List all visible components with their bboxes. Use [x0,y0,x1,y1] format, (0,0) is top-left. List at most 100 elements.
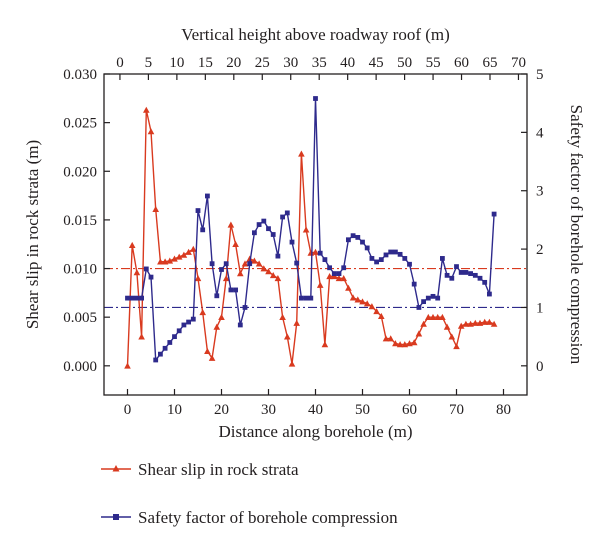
data-point [321,341,329,348]
data-point [167,340,173,345]
data-point [448,333,456,340]
data-point [486,318,493,325]
data-point [219,267,224,272]
top-tick-label: 15 [198,55,213,71]
data-point [468,271,473,277]
data-point [256,222,262,227]
data-point [246,255,253,262]
data-point [270,232,276,237]
data-point [326,273,333,280]
data-point [462,320,470,327]
data-point [223,261,229,267]
right-tick-label: 5 [536,67,544,83]
data-point [407,261,412,267]
data-point [443,323,451,330]
data-point [350,233,356,239]
data-point [199,309,206,316]
data-point [200,227,206,233]
right-axis-title: Safety factor of borehole compression [567,105,586,365]
data-point [369,256,375,261]
left-tick-label: 0.005 [63,310,97,326]
data-point [354,296,362,303]
data-point [190,316,196,322]
data-point [208,354,216,361]
data-point [293,319,300,326]
right-tick-label: 4 [536,125,544,141]
data-point [228,287,234,293]
legend-item-shear-slip: Shear slip in rock strata [100,458,420,506]
data-point [368,303,376,310]
data-point [430,293,436,299]
data-point [396,341,404,348]
data-point [175,253,183,260]
data-point [139,295,144,301]
top-tick-label: 35 [312,55,327,71]
x-tick-label: 70 [449,402,464,418]
data-point [214,293,220,299]
data-point [482,279,488,285]
data-point [453,343,460,350]
right-tick-label: 1 [536,300,544,316]
left-tick-label: 0.010 [63,262,97,278]
legend-swatch-shear-slip [101,465,131,472]
data-point [313,96,318,101]
data-point [420,320,427,327]
data-point [472,272,478,278]
x-tick-label: 0 [124,402,132,418]
top-tick-label: 50 [397,55,412,71]
data-point [275,253,281,259]
left-tick-label: 0.020 [63,164,97,180]
top-tick-label: 55 [426,55,441,71]
data-point [444,272,450,278]
data-point [322,257,328,262]
top-tick-label: 30 [283,55,298,71]
data-point [383,252,389,258]
data-point [440,256,445,261]
data-point [364,245,370,251]
data-point [425,313,432,320]
data-point [481,318,488,325]
data-point [327,265,332,271]
axes-layer: 0 10 20 30 40 50 60 70 800 5 10 15 20 25 30 35 40 45 50 55 6… [63,55,544,418]
data-point [190,245,197,252]
data-point [152,205,159,213]
top-axis-title: Vertical height above roadway roof (m) [181,25,450,44]
data-point [349,294,357,301]
top-tick-label: 40 [340,55,355,71]
data-point [303,295,309,301]
data-point [148,274,154,280]
data-point [463,270,469,275]
data-point [336,271,342,277]
data-point [402,256,408,261]
data-point [128,241,136,249]
data-point [266,226,271,232]
data-point [284,333,291,340]
x-tick-label: 10 [167,402,182,418]
top-tick-label: 65 [482,55,497,71]
top-tick-label: 20 [226,55,241,71]
data-point [162,345,168,351]
data-point [393,249,398,255]
data-point [415,330,423,337]
data-point [487,291,492,297]
data-point [274,274,282,282]
left-tick-label: 0.000 [63,359,97,375]
data-point [252,230,257,236]
x-tick-label: 40 [308,402,323,418]
legend-label-safety-factor: Safety factor of borehole compression [138,508,398,527]
data-point [490,320,498,327]
data-point [439,313,446,320]
data-point [392,340,399,347]
data-point [280,214,285,220]
data-point [299,295,304,301]
data-point [218,313,225,320]
data-point [209,261,215,267]
series-line [127,97,495,361]
data-point [472,319,479,326]
data-point [241,260,249,267]
data-point [247,261,253,267]
x-tick-label: 80 [496,402,511,418]
data-point [298,150,305,157]
data-point [153,357,159,363]
data-point [378,257,384,262]
